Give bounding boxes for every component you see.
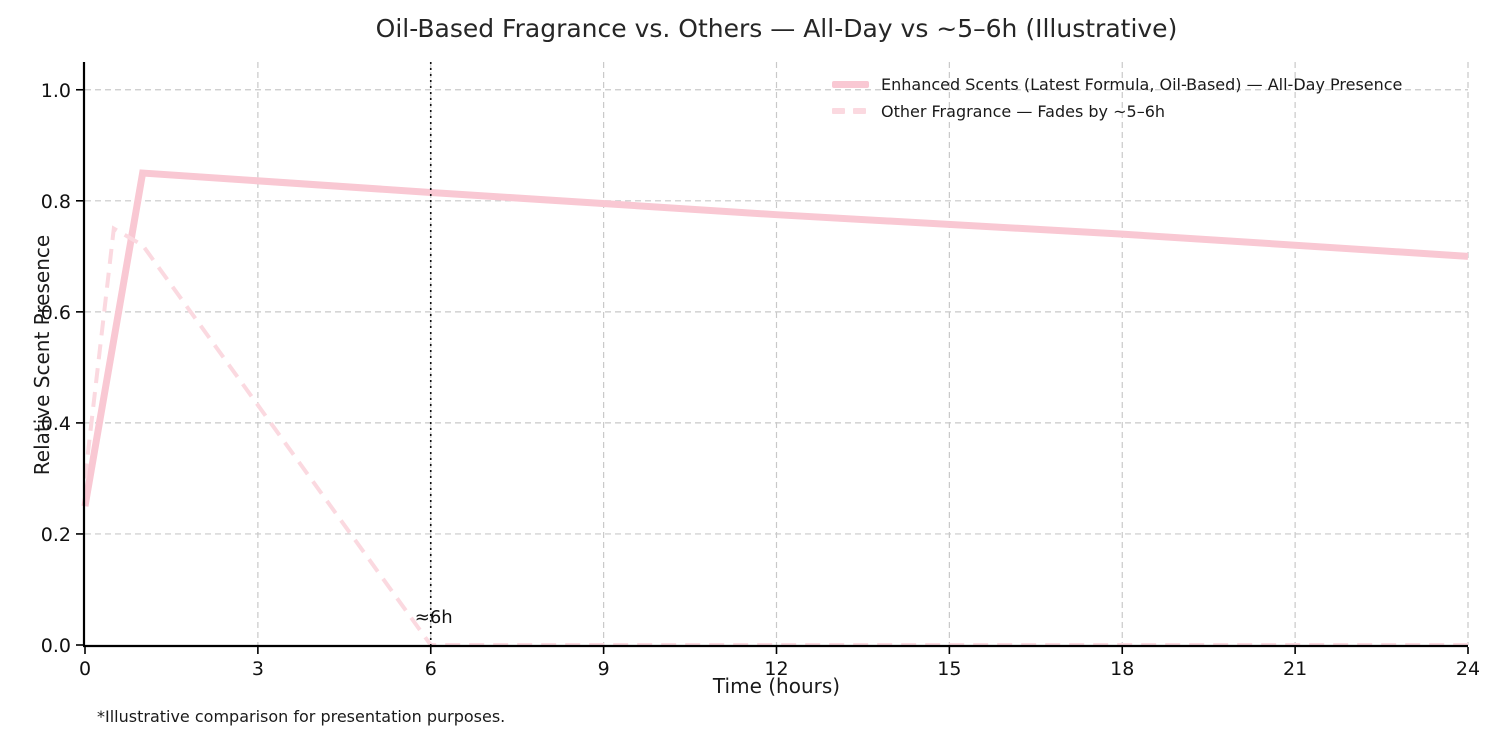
legend-item-enhanced: Enhanced Scents (Latest Formula, Oil-Bas…: [832, 72, 1402, 96]
x-tick-label-18: 18: [1110, 658, 1134, 680]
y-tick-label-0.6: 0.6: [41, 302, 71, 324]
legend-solid-line-swatch: [832, 80, 869, 88]
x-tick-label-3: 3: [252, 658, 264, 680]
legend-item-other: Other Fragrance — Fades by ~5–6h: [832, 99, 1402, 123]
legend-label-enhanced: Enhanced Scents (Latest Formula, Oil-Bas…: [881, 74, 1403, 94]
legend-label-other: Other Fragrance — Fades by ~5–6h: [881, 101, 1166, 121]
vline-annotation: ≈6h: [414, 606, 453, 628]
x-tick-label-24: 24: [1456, 658, 1480, 680]
x-tick-label-9: 9: [598, 658, 610, 680]
y-tick-label-0: 0.0: [41, 635, 71, 657]
x-axis-label: Time (hours): [712, 674, 841, 698]
x-tick-label-21: 21: [1283, 658, 1307, 680]
legend: Enhanced Scents (Latest Formula, Oil-Bas…: [832, 72, 1402, 123]
legend-dashed-line-swatch: [832, 108, 869, 114]
y-tick-label-0.2: 0.2: [41, 524, 71, 546]
series-line-enhanced: [81, 169, 1469, 507]
x-tick-label-6: 6: [425, 658, 437, 680]
x-tick-label-12: 12: [764, 658, 788, 680]
y-tick-label-0.8: 0.8: [41, 191, 71, 213]
y-tick-label-0.4: 0.4: [41, 413, 71, 435]
y-tick-label-1: 1.0: [41, 80, 71, 102]
y-axis-label: Relative Scent Presence: [30, 234, 54, 476]
x-tick-label-15: 15: [937, 658, 961, 680]
x-tick-label-0: 0: [79, 658, 91, 680]
chart-title: Oil-Based Fragrance vs. Others — All-Day…: [375, 14, 1178, 43]
footnote: *Illustrative comparison for presentatio…: [97, 707, 506, 726]
